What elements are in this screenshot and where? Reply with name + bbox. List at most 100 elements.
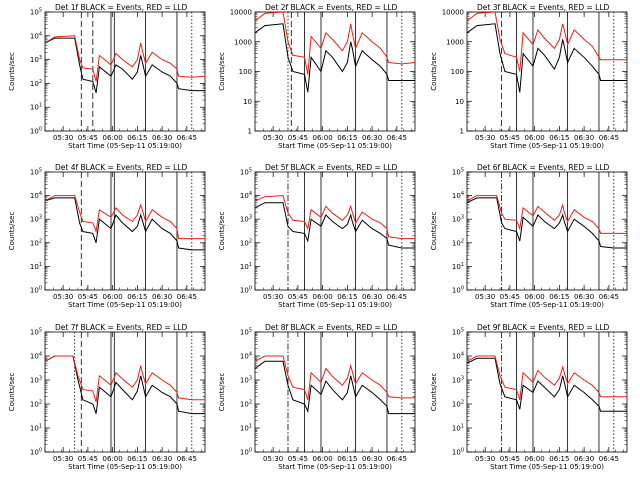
detector-panel-1: Det 1f BLACK = Events, RED = LLD 100 101 10… [8,3,206,150]
detector-panel-4: Det 4f BLACK = Events, RED = LLD 100 101 10… [8,163,206,309]
x-tick-label: 06:15 [549,455,569,463]
x-tick-label: 06:00 [103,455,123,463]
series-events-line [467,23,627,93]
y-tick-label: 100 [30,286,42,295]
y-tick-label: 102 [452,400,464,409]
x-axis-label: Start Time (05-Sep-11 05:19:00) [278,463,392,471]
y-tick-label: 10 [455,98,464,106]
y-tick-label: 104 [452,191,464,200]
x-tick-label: 06:30 [362,455,382,463]
series-events-line [255,23,415,93]
plot-frame [254,171,416,291]
y-tick-label: 102 [240,400,252,409]
x-tick-label: 05:30 [475,455,495,463]
x-tick-label: 06:30 [152,455,172,463]
y-tick-label: 105 [30,8,42,17]
x-tick-label: 06:15 [337,293,357,301]
x-tick-label: 06:15 [337,134,357,142]
y-tick-label: 100 [30,127,42,136]
y-axis-label: Counts/sec [218,212,226,251]
panel-title: Det 7f BLACK = Events, RED = LLD [55,323,188,332]
x-tick-label: 05:30 [475,293,495,301]
x-tick-label: 06:45 [387,134,407,142]
y-tick-label: 105 [240,168,252,177]
series-events-line [45,355,205,415]
detector-panel-3: Det 3f BLACK = Events, RED = LLD 1 10 100 10… [430,3,628,150]
y-axis-label: Counts/sec [8,373,16,412]
x-tick-label: 06:15 [127,293,147,301]
y-tick-label: 102 [452,238,464,247]
x-tick-label: 06:15 [337,455,357,463]
y-tick-label: 102 [30,238,42,247]
y-tick-label: 10 [243,98,252,106]
panel-title: Det 5f BLACK = Events, RED = LLD [265,163,398,172]
y-tick-label: 103 [240,215,252,224]
series-lld-line [45,355,205,403]
x-tick-label: 05:45 [500,455,520,463]
y-tick-label: 1000 [234,38,252,46]
y-tick-label: 102 [240,238,252,247]
series-lld-line [467,195,627,234]
plot-frame [44,171,206,291]
x-tick-label: 06:30 [152,293,172,301]
detector-panel-8: Det 8f BLACK = Events, RED = LLD 100 101 10… [218,323,416,471]
x-tick-label: 06:00 [525,455,545,463]
x-tick-label: 05:30 [263,134,283,142]
detector-panel-6: Det 6f BLACK = Events, RED = LLD 100 101 10… [430,163,628,309]
y-tick-label: 100 [452,448,464,457]
x-axis-label: Start Time (05-Sep-11 05:19:00) [68,142,182,150]
x-axis-label: Start Time (05-Sep-11 05:19:00) [278,301,392,309]
x-tick-label: 06:30 [574,293,594,301]
y-axis-label: Counts/sec [218,52,226,91]
series-lld-line [45,195,205,240]
y-tick-label: 105 [240,328,252,337]
y-tick-label: 105 [30,168,42,177]
x-tick-label: 05:45 [288,455,308,463]
x-axis-label: Start Time (05-Sep-11 05:19:00) [68,463,182,471]
y-tick-label: 104 [30,191,42,200]
series-events-line [467,357,627,412]
x-axis-label: Start Time (05-Sep-11 05:19:00) [68,301,182,309]
x-tick-label: 06:45 [599,293,619,301]
plot-frame [254,11,416,132]
y-tick-label: 105 [452,328,464,337]
x-tick-label: 06:45 [599,455,619,463]
x-tick-label: 06:15 [127,455,147,463]
y-tick-label: 101 [30,103,42,112]
plot-frame [254,331,416,453]
y-tick-label: 10000 [442,9,464,17]
y-tick-label: 1 [248,128,252,136]
y-tick-label: 100 [452,286,464,295]
y-axis-label: Counts/sec [8,52,16,91]
x-tick-label: 06:30 [152,134,172,142]
x-axis-label: Start Time (05-Sep-11 05:19:00) [490,463,604,471]
x-tick-label: 05:45 [288,134,308,142]
x-tick-label: 06:00 [525,134,545,142]
x-tick-label: 05:30 [53,134,73,142]
x-tick-label: 06:00 [103,293,123,301]
x-tick-label: 05:45 [78,455,98,463]
series-events-line [45,37,205,94]
y-tick-label: 105 [30,328,42,337]
y-tick-label: 104 [240,352,252,361]
panel-title: Det 8f BLACK = Events, RED = LLD [265,323,398,332]
x-tick-label: 06:45 [177,293,197,301]
x-tick-label: 06:00 [313,134,333,142]
detector-panel-5: Det 5f BLACK = Events, RED = LLD 100 101 10… [218,163,416,309]
x-tick-label: 06:15 [549,134,569,142]
y-tick-label: 104 [30,31,42,40]
panel-title: Det 1f BLACK = Events, RED = LLD [55,3,188,12]
y-tick-label: 103 [30,55,42,64]
series-events-line [255,360,415,415]
x-tick-label: 05:30 [53,293,73,301]
y-axis-label: Counts/sec [8,212,16,251]
y-tick-label: 103 [452,376,464,385]
x-axis-label: Start Time (05-Sep-11 05:19:00) [490,301,604,309]
plot-frame [466,331,628,453]
x-tick-label: 05:45 [78,134,98,142]
y-tick-label: 101 [240,424,252,433]
panel-title: Det 6f BLACK = Events, RED = LLD [477,163,610,172]
y-tick-label: 104 [452,352,464,361]
y-tick-label: 100 [240,286,252,295]
